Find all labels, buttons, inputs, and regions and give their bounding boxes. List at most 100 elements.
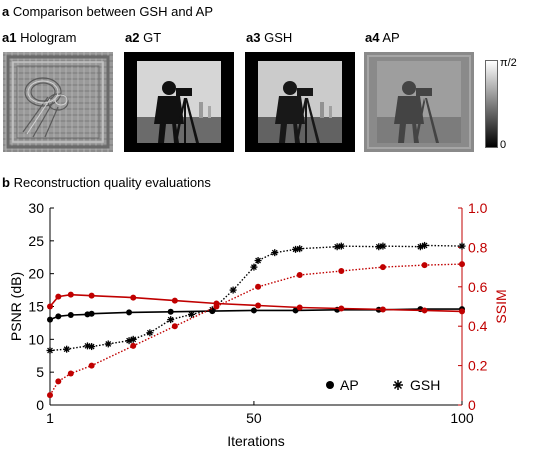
x-axis-label: Iterations	[227, 433, 285, 449]
psnr-ap-point	[67, 312, 74, 319]
panel-a3-label: GSH	[264, 30, 293, 45]
psnr-gsh-point	[104, 340, 112, 348]
ap-reconstruction-image	[364, 52, 474, 152]
psnr-ap-point	[292, 307, 299, 314]
x-tick-label: 1	[46, 410, 54, 426]
psnr-gsh-point	[296, 245, 304, 253]
ssim-ap-point	[171, 297, 178, 304]
x-tick-label: 100	[450, 410, 474, 426]
psnr-gsh-point	[129, 335, 137, 343]
ssim-ap-point	[255, 302, 262, 309]
psnr-gsh-point	[337, 242, 345, 250]
phase-colorbar	[485, 60, 498, 148]
psnr-gsh-point	[379, 242, 387, 250]
ssim-gsh-point	[379, 264, 386, 271]
psnr-gsh-point	[83, 342, 91, 350]
psnr-gsh-point	[421, 241, 429, 249]
gsh-reconstruction-image	[245, 52, 355, 152]
psnr-gsh-point	[167, 316, 175, 324]
y-left-tick-label: 15	[28, 299, 44, 315]
legend-gsh-label: GSH	[410, 377, 440, 393]
psnr-gsh-point	[146, 329, 154, 337]
ssim-gsh-point	[47, 392, 53, 399]
ssim-gsh-point	[88, 362, 95, 369]
psnr-gsh-point	[125, 337, 133, 345]
y-right-tick-label: 1.0	[468, 200, 488, 216]
panel-a4-label: AP	[382, 30, 400, 45]
section-b-title: Reconstruction quality evaluations	[13, 175, 211, 190]
y-left-tick-label: 20	[28, 266, 44, 282]
panel-a1-caption: a1 Hologram	[2, 30, 76, 45]
ssim-ap-point	[55, 293, 62, 300]
panel-a4-tag: a4	[365, 30, 380, 45]
psnr-ap-point	[250, 307, 257, 314]
ssim-gsh-point	[459, 261, 465, 268]
ssim-ap-point	[67, 291, 74, 298]
y-left-tick-label: 25	[28, 233, 44, 249]
y-left-tick-label: 30	[28, 200, 44, 216]
psnr-ap-point	[167, 308, 174, 315]
y-left-axis-label: PSNR (dB)	[8, 272, 24, 341]
ssim-ap-point	[296, 304, 303, 311]
colorbar-max-label: π/2	[500, 57, 517, 69]
ssim-ap-point	[421, 307, 428, 314]
ssim-gsh-point	[421, 262, 428, 269]
ssim-gsh-point	[255, 283, 262, 290]
y-right-tick-label: 0	[468, 397, 476, 413]
y-right-tick-label: 0.8	[468, 239, 488, 255]
y-right-tick-label: 0.2	[468, 358, 488, 374]
ssim-gsh-point	[67, 370, 74, 377]
ssim-ap-point	[338, 305, 345, 312]
psnr-gsh-point	[254, 257, 262, 265]
ssim-gsh-line	[49, 263, 463, 396]
ground-truth-image	[124, 52, 234, 152]
section-a-letter: a	[2, 4, 10, 19]
y-left-tick-label: 10	[28, 331, 44, 347]
panel-a1-label: Hologram	[20, 30, 77, 45]
section-b-letter: b	[2, 175, 10, 190]
y-right-tick-label: 0.4	[468, 318, 488, 334]
quality-line-chart: 0 5 10 15 20 25 30 0 0.2 0.4 0.6 0.8 1.0 1 50 100 Iterat…	[8, 200, 509, 449]
y-left-tick-label: 5	[36, 364, 44, 380]
section-a-heading: a Comparison between GSH and AP	[2, 4, 213, 19]
panel-a4-caption: a4 AP	[365, 30, 400, 45]
psnr-gsh-point	[46, 346, 54, 354]
panel-a3-tag: a3	[246, 30, 261, 45]
ssim-ap-point	[459, 308, 465, 315]
hologram-image	[3, 52, 113, 152]
ssim-gsh-point	[338, 268, 345, 275]
panel-a2-caption: a2 GT	[125, 30, 161, 45]
ssim-ap-point	[88, 292, 95, 299]
psnr-ap-point	[47, 316, 53, 323]
colorbar-min-label: 0	[500, 139, 507, 151]
psnr-ap-point	[55, 313, 62, 320]
legend-ap-label: AP	[340, 377, 359, 393]
ssim-ap-point	[47, 303, 53, 310]
y-right-axis-label: SSIM	[493, 289, 509, 323]
panel-a2-tag: a2	[125, 30, 140, 45]
panel-a3-caption: a3 GSH	[246, 30, 292, 45]
panel-a2-label: GT	[143, 30, 162, 45]
psnr-gsh-point	[229, 286, 237, 294]
x-tick-label: 50	[246, 410, 262, 426]
ssim-ap-point	[130, 294, 137, 301]
section-a-title: Comparison between GSH and AP	[12, 4, 214, 19]
ssim-gsh-point	[55, 378, 62, 385]
ssim-gsh-point	[213, 303, 220, 310]
y-right-tick-label: 0.6	[468, 279, 488, 295]
legend-gsh-marker	[393, 380, 403, 390]
ssim-gsh-point	[296, 271, 303, 278]
psnr-gsh-point	[271, 249, 279, 257]
ssim-gsh-point	[171, 323, 178, 330]
y-left-tick-label: 0	[36, 397, 44, 413]
psnr-gsh-point	[88, 343, 96, 351]
ssim-ap-point	[379, 306, 386, 313]
section-b-heading: b Reconstruction quality evaluations	[2, 175, 211, 190]
ssim-gsh-point	[130, 342, 137, 349]
panel-a1-tag: a1	[2, 30, 17, 45]
psnr-ap-point	[126, 309, 133, 316]
psnr-ap-point	[88, 310, 95, 317]
psnr-gsh-point	[187, 310, 195, 318]
legend-ap-marker	[326, 381, 334, 389]
psnr-gsh-point	[63, 345, 71, 353]
